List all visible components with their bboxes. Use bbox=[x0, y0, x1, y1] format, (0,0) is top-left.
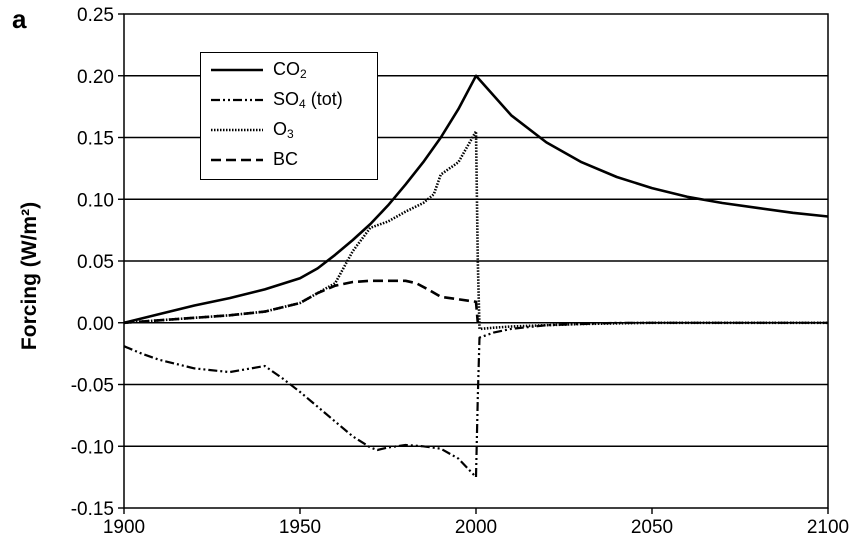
x-tick-label-0: 1900 bbox=[103, 517, 145, 538]
legend-item-o3: O3 bbox=[211, 118, 294, 142]
y-tick-label-5: 0.10 bbox=[77, 190, 114, 211]
legend-label-so4: SO4 (tot) bbox=[273, 89, 343, 111]
legend-label-o3: O3 bbox=[273, 119, 294, 141]
panel-label: a bbox=[12, 4, 27, 34]
series-line-so4-tot bbox=[123, 321, 828, 479]
legend-swatch-o3 bbox=[211, 128, 263, 132]
legend-item-so4: SO4 (tot) bbox=[211, 88, 343, 112]
y-tick-label-1: -0.10 bbox=[71, 437, 114, 458]
y-tick-label-3: 0.00 bbox=[77, 314, 114, 335]
legend-label-bc: BC bbox=[273, 149, 299, 169]
series-line-bc bbox=[123, 279, 480, 325]
legend-label-co2: CO2 bbox=[273, 59, 307, 81]
y-tick-label-7: 0.20 bbox=[77, 67, 114, 88]
series-line-co2 bbox=[123, 74, 829, 325]
chart-legend: CO2 SO4 (tot) O3 BC bbox=[200, 52, 378, 180]
y-axis-label: Forcing (W/m²) bbox=[18, 202, 41, 350]
legend-swatch-bc bbox=[211, 158, 263, 162]
x-tick-label-1: 1950 bbox=[279, 517, 321, 538]
legend-item-bc: BC bbox=[211, 148, 298, 172]
legend-swatch-so4 bbox=[211, 98, 263, 102]
y-tick-label-6: 0.15 bbox=[77, 129, 114, 150]
y-tick-label-4: 0.05 bbox=[77, 252, 114, 273]
y-tick-label-0: -0.15 bbox=[71, 499, 114, 520]
x-tick-label-3: 2050 bbox=[631, 517, 673, 538]
legend-item-co2: CO2 bbox=[211, 58, 307, 82]
y-tick-label-8: 0.25 bbox=[77, 5, 114, 26]
legend-swatch-co2 bbox=[211, 68, 263, 72]
x-tick-label-2: 2000 bbox=[455, 517, 497, 538]
x-tick-label-4: 2100 bbox=[807, 517, 849, 538]
y-tick-label-2: -0.05 bbox=[71, 376, 114, 397]
